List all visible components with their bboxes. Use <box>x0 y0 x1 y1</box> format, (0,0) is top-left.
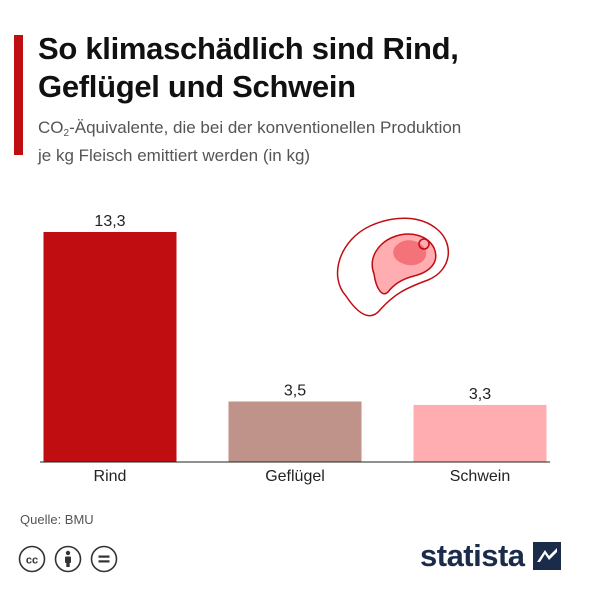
category-label-1: Geflügel <box>265 468 325 485</box>
svg-text:cc: cc <box>26 555 38 567</box>
nd-icon[interactable] <box>90 545 118 573</box>
subtitle: CO2-Äquivalente, die bei der konventione… <box>38 117 578 167</box>
title-line-2: Geflügel und Schwein <box>38 69 356 104</box>
by-icon[interactable] <box>54 545 82 573</box>
meat-icon <box>336 217 450 317</box>
data-label-0: 13,3 <box>94 213 125 230</box>
data-label-2: 3,3 <box>469 386 491 403</box>
license-icons: cc <box>18 545 118 573</box>
bar-0 <box>43 232 177 462</box>
cc-icon[interactable]: cc <box>18 545 46 573</box>
category-label-2: Schwein <box>450 468 510 485</box>
bar-1 <box>228 401 362 462</box>
brand[interactable]: statista <box>420 538 561 574</box>
category-label-0: Rind <box>94 468 127 485</box>
brand-wordmark: statista <box>420 538 525 573</box>
accent-bar <box>14 35 23 155</box>
page-title: So klimaschädlich sind Rind, Geflügel un… <box>38 30 578 106</box>
statista-logo-icon <box>532 542 561 570</box>
data-label-1: 3,5 <box>284 382 306 399</box>
subtitle-line-1: CO2-Äquivalente, die bei der konventione… <box>38 118 462 139</box>
bar-2 <box>413 404 547 462</box>
source-note: Quelle: BMU <box>20 512 94 527</box>
bars-group: 13,3 Rind 3,5 Geflügel 3,3 Schwein <box>43 213 547 485</box>
subtitle-line-2: je kg Fleisch emittiert werden (in kg) <box>38 146 311 165</box>
title-line-1: So klimaschädlich sind Rind, <box>38 31 459 66</box>
